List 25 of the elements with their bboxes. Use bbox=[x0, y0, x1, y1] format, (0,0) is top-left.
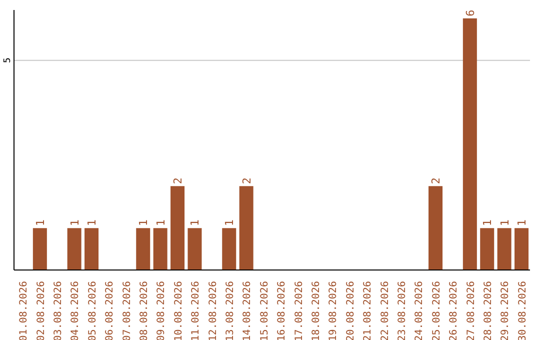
x-tick-label: 15.08.2026 bbox=[259, 281, 270, 340]
data-label: 6 bbox=[464, 10, 477, 16]
x-tick-label: 19.08.2026 bbox=[328, 281, 340, 340]
x-tick-label: 16.08.2026 bbox=[276, 281, 288, 340]
x-tick-label: 11.08.2026 bbox=[190, 281, 202, 340]
y-tick-label: 5 bbox=[3, 58, 13, 64]
x-tick-label: 12.08.2026 bbox=[208, 281, 219, 340]
data-label: 2 bbox=[172, 178, 185, 184]
data-label: 1 bbox=[86, 219, 99, 226]
data-label: 1 bbox=[498, 219, 512, 226]
data-label: 1 bbox=[68, 219, 82, 226]
data-label: 2 bbox=[240, 178, 254, 184]
x-tick-label: 13.08.2026 bbox=[225, 281, 236, 340]
x-tick-label: 18.08.2026 bbox=[311, 281, 322, 340]
data-label: 1 bbox=[137, 219, 150, 226]
data-label: 1 bbox=[154, 219, 168, 226]
data-label: 1 bbox=[481, 219, 494, 226]
x-tick-label: 14.08.2026 bbox=[242, 281, 254, 340]
x-tick-label: 17.08.2026 bbox=[294, 281, 305, 340]
x-tick-label: 10.08.2026 bbox=[173, 281, 184, 340]
data-label: 1 bbox=[223, 219, 236, 226]
data-label: 2 bbox=[430, 178, 443, 184]
data-label: 1 bbox=[34, 219, 47, 226]
data-label: 1 bbox=[516, 219, 529, 226]
data-label: 1 bbox=[188, 219, 202, 226]
